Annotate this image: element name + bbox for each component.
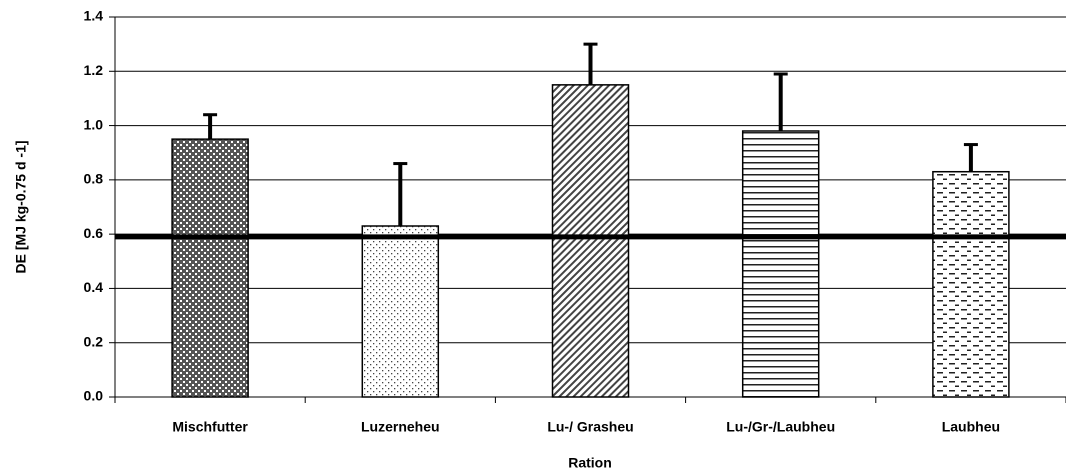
y-tick-label: 0.2 [84,333,104,349]
y-tick-label: 1.4 [84,8,104,24]
x-axis-title: Ration [568,455,612,471]
x-tick-label: Laubheu [942,419,1000,435]
x-tick-label: Luzerneheu [361,419,440,435]
bar [361,225,440,398]
y-tick-label: 1.0 [84,116,104,132]
y-tick-label: 0.0 [84,388,104,404]
bar [932,170,1010,398]
bar [551,84,630,398]
x-tick-label: Lu-/ Grasheu [547,419,633,435]
x-tick-label: Mischfutter [172,419,248,435]
y-tick-label: 0.4 [84,279,104,295]
bar [741,130,820,398]
y-axis-title: DE [MJ kg-0.75 d -1] [13,140,29,273]
y-tick-label: 1.2 [84,62,104,78]
x-tick-label: Lu-/Gr-/Laubheu [726,419,835,435]
y-tick-label: 0.6 [84,225,104,241]
bar [171,138,249,398]
y-tick-label: 0.8 [84,171,104,187]
